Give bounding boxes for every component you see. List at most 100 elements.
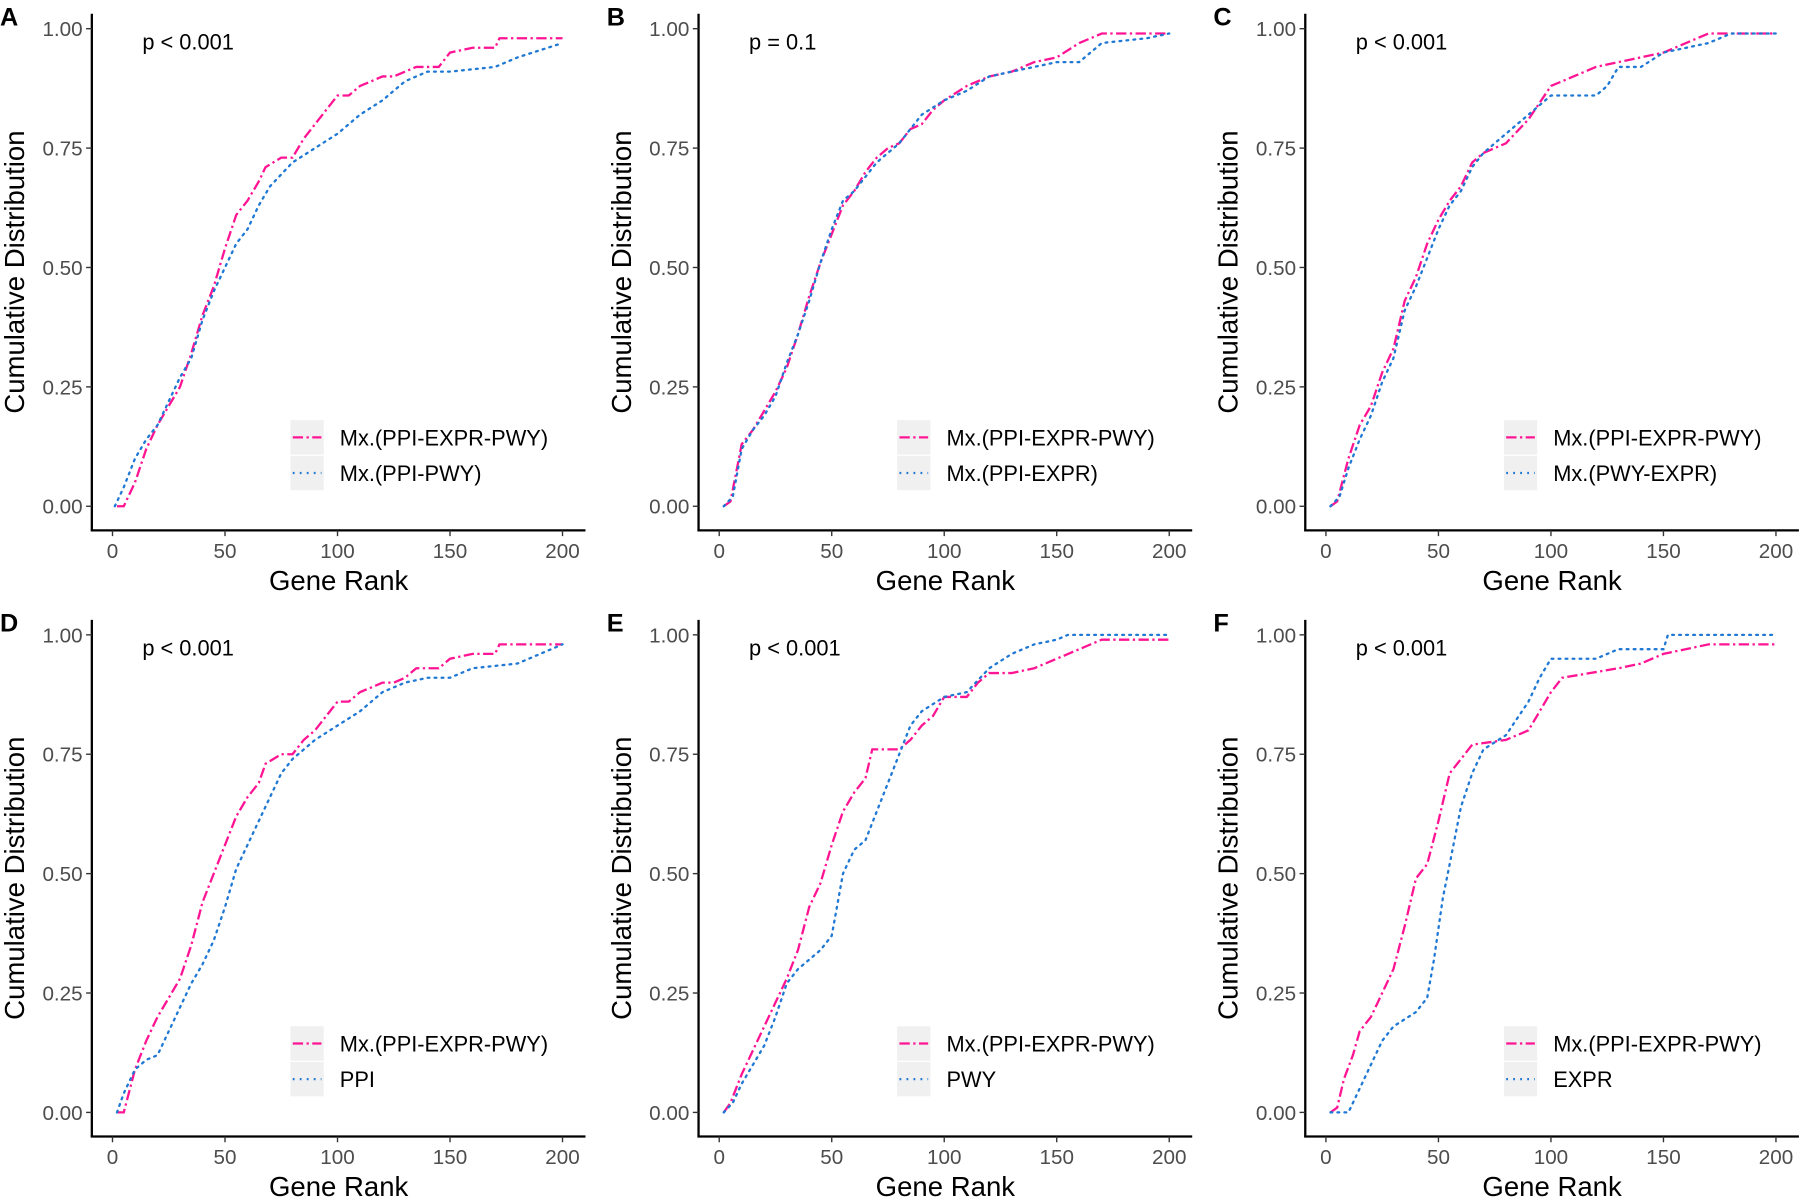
x-tick-label: 100: [1534, 540, 1568, 563]
y-tick-label: 1.00: [42, 18, 82, 41]
x-axis-title: Gene Rank: [269, 1171, 409, 1199]
x-tick-label: 50: [820, 540, 843, 563]
y-tick-label: 1.00: [649, 18, 689, 41]
legend-label: Mx.(PPI-EXPR-PWY): [1553, 425, 1761, 450]
y-tick-label: 0.00: [42, 1102, 82, 1125]
x-tick-label: 100: [927, 1146, 961, 1169]
x-tick-label: 50: [1427, 540, 1450, 563]
x-tick-label: 100: [927, 540, 961, 563]
legend-label: Mx.(PPI-EXPR-PWY): [1553, 1032, 1761, 1057]
series-line-mx-ppi-expr-pwy: [116, 643, 563, 1114]
series-line-ppi: [115, 643, 564, 1114]
panel-f: F 0.00 0.25 0.50 0.75 1.00 0 50 100 150 200 Gene Ra…: [1213, 609, 1799, 1200]
x-tick-label: 150: [1039, 540, 1073, 563]
x-tick-label: 150: [1646, 540, 1680, 563]
p-value-annotation: p < 0.001: [1356, 29, 1448, 54]
panel-label: D: [0, 609, 18, 637]
x-axis-title: Gene Rank: [876, 1171, 1016, 1199]
p-value-annotation: p < 0.001: [142, 636, 234, 661]
series-line-mx-ppi-expr-pwy: [1329, 643, 1776, 1114]
x-tick-label: 0: [713, 540, 725, 563]
y-tick-label: 0.00: [649, 496, 689, 519]
y-tick-label: 0.25: [649, 982, 689, 1005]
x-tick-label: 0: [713, 1146, 725, 1169]
legend-label: Mx.(PWY-EXPR): [1553, 461, 1717, 486]
y-tick-label: 0.50: [649, 863, 689, 886]
y-tick-label: 1.00: [1256, 624, 1296, 647]
y-tick-label: 1.00: [649, 624, 689, 647]
panel-b: B 0.00 0.25 0.50 0.75 1.00 0 50 100 150 200 Gene Ra…: [606, 3, 1193, 596]
panel-label: E: [607, 609, 624, 637]
series-line-pwy: [722, 633, 1171, 1114]
x-tick-label: 50: [820, 1146, 843, 1169]
x-tick-label: 0: [1320, 1146, 1331, 1169]
y-axis-title: Cumulative Distribution: [0, 737, 30, 1020]
y-tick-label: 0.50: [649, 257, 689, 280]
y-tick-label: 0.00: [1256, 1102, 1296, 1125]
y-tick-label: 0.75: [1256, 744, 1296, 767]
x-tick-label: 100: [320, 1146, 354, 1169]
x-tick-label: 100: [320, 540, 354, 563]
x-tick-label: 200: [1152, 1146, 1186, 1169]
panel-a: A 0.00 0.25 0.50 0.75 1.00 0 50 100 150 200 Gene Ra…: [0, 3, 586, 596]
p-value-annotation: p < 0.001: [749, 636, 841, 661]
x-tick-label: 200: [545, 540, 579, 563]
y-tick-label: 0.50: [1256, 257, 1296, 280]
y-tick-label: 0.00: [649, 1102, 689, 1125]
panel-label: C: [1213, 3, 1231, 31]
panel-label: A: [0, 3, 18, 31]
legend-label: Mx.(PPI-EXPR): [947, 461, 1098, 486]
y-tick-label: 0.50: [1256, 863, 1296, 886]
series-line-mx-ppi-expr-pwy: [723, 32, 1170, 508]
x-tick-label: 150: [1039, 1146, 1073, 1169]
panel-e: E 0.00 0.25 0.50 0.75 1.00 0 50 100 150 200 Gene Ra…: [606, 609, 1193, 1200]
x-tick-label: 200: [1759, 540, 1793, 563]
y-axis-title: Cumulative Distribution: [606, 737, 637, 1020]
y-tick-label: 0.00: [1256, 496, 1296, 519]
y-axis-title: Cumulative Distribution: [0, 130, 30, 413]
panel-label: F: [1213, 609, 1228, 637]
y-tick-label: 0.75: [1256, 138, 1296, 161]
x-tick-label: 0: [1320, 540, 1331, 563]
legend-label: Mx.(PPI-EXPR-PWY): [947, 425, 1155, 450]
y-tick-label: 0.00: [42, 496, 82, 519]
y-axis-title: Cumulative Distribution: [606, 130, 637, 413]
y-tick-label: 0.25: [1256, 376, 1296, 399]
legend-label: Mx.(PPI-PWY): [340, 461, 482, 486]
legend-label: Mx.(PPI-EXPR-PWY): [947, 1032, 1155, 1057]
panel-d: D 0.00 0.25 0.50 0.75 1.00 0 50 100 150 200 Gene Ra…: [0, 609, 586, 1200]
x-tick-label: 0: [107, 1146, 119, 1169]
x-axis-title: Gene Rank: [876, 565, 1016, 596]
x-axis-title: Gene Rank: [269, 565, 409, 596]
panel-c: C 0.00 0.25 0.50 0.75 1.00 0 50 100 150 200 Gene Ra…: [1213, 3, 1799, 596]
legend-label: PPI: [340, 1067, 375, 1092]
legend-label: EXPR: [1553, 1067, 1612, 1092]
series-line-mx-ppi-expr-pwy: [116, 37, 563, 508]
x-tick-label: 100: [1534, 1146, 1568, 1169]
y-tick-label: 0.75: [42, 138, 82, 161]
x-tick-label: 50: [1427, 1146, 1450, 1169]
series-line-mx-ppi-pwy: [113, 41, 564, 508]
y-tick-label: 0.75: [649, 138, 689, 161]
x-tick-label: 150: [433, 540, 467, 563]
p-value-annotation: p < 0.001: [142, 29, 234, 54]
y-tick-label: 0.75: [42, 744, 82, 767]
y-tick-label: 1.00: [42, 624, 82, 647]
series-line-mx-pwy-expr: [1329, 32, 1778, 508]
x-axis-title: Gene Rank: [1482, 565, 1622, 596]
legend-label: Mx.(PPI-EXPR-PWY): [340, 425, 548, 450]
y-axis-title: Cumulative Distribution: [1213, 130, 1244, 413]
series-line-mx-ppi-expr-pwy: [722, 638, 1170, 1114]
legend-label: Mx.(PPI-EXPR-PWY): [340, 1032, 548, 1057]
series-line-mx-ppi-expr: [722, 32, 1171, 508]
x-tick-label: 50: [214, 1146, 237, 1169]
x-tick-label: 200: [1152, 540, 1186, 563]
p-value-annotation: p < 0.001: [1356, 636, 1448, 661]
y-tick-label: 0.25: [42, 982, 82, 1005]
x-tick-label: 200: [545, 1146, 579, 1169]
panel-label: B: [607, 3, 625, 31]
y-tick-label: 0.25: [42, 376, 82, 399]
y-tick-label: 0.50: [42, 257, 82, 280]
